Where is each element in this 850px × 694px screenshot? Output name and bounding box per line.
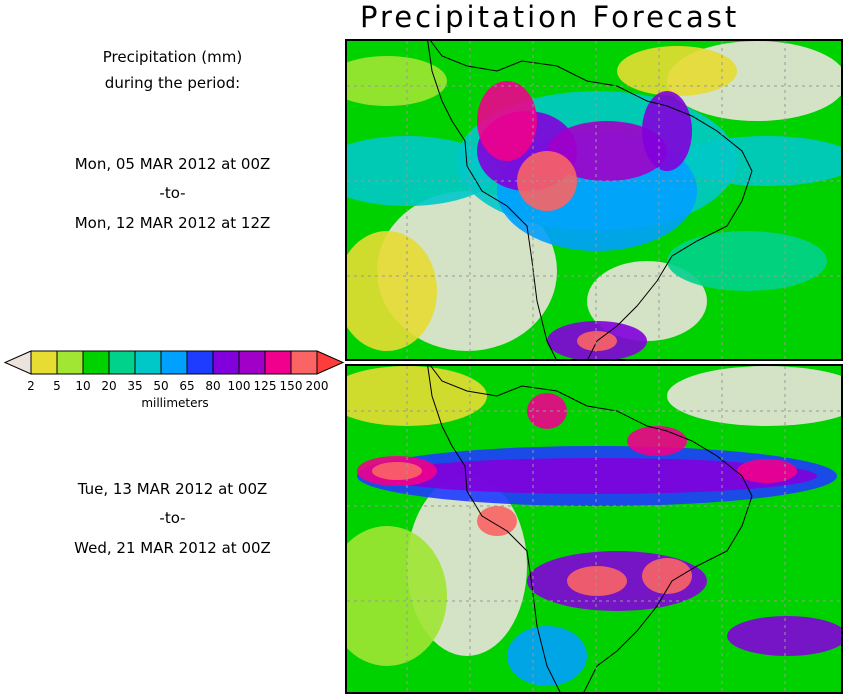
legend-swatch (56, 350, 84, 375)
legend-swatch (212, 350, 240, 375)
legend-above-arrow (316, 350, 345, 375)
precip-area (547, 121, 667, 181)
precip-area (567, 566, 627, 596)
header-line-2: during the period: (104, 74, 241, 92)
precip-area (667, 231, 827, 291)
precip-area (517, 151, 577, 211)
page-title: Precipitation Forecast (360, 0, 740, 34)
precip-area (347, 366, 487, 426)
precip-area (527, 393, 567, 429)
precip-area (727, 616, 841, 656)
legend-tick-label: 5 (53, 379, 61, 393)
legend-tick-label: 2 (27, 379, 35, 393)
legend-tick-label: 10 (75, 379, 90, 393)
precip-area (372, 462, 422, 480)
legend-swatch (264, 350, 292, 375)
precip-area (617, 46, 737, 96)
legend-swatch (108, 350, 136, 375)
precip-area (477, 506, 517, 536)
legend-swatch (82, 350, 110, 375)
legend-tick-label: 20 (101, 379, 116, 393)
legend-swatch (160, 350, 188, 375)
precip-area (377, 458, 817, 494)
legend-swatch (186, 350, 214, 375)
period2-sep: -to- (159, 509, 186, 527)
legend-swatch (238, 350, 266, 375)
legend-swatch (134, 350, 162, 375)
legend-tick-label: 50 (153, 379, 168, 393)
coastline (427, 366, 753, 692)
legend-tick-label: 65 (179, 379, 194, 393)
legend-tick-label: 200 (306, 379, 329, 393)
coastline (427, 41, 753, 359)
precip-area (587, 261, 707, 341)
legend-tick-label: 35 (127, 379, 142, 393)
legend-swatch (30, 350, 58, 375)
period2-start: Tue, 13 MAR 2012 at 00Z (77, 480, 268, 498)
period1-sep: -to- (159, 184, 186, 202)
precip-area (347, 56, 447, 106)
forecast-map-period-1 (345, 39, 843, 361)
precip-area (737, 459, 797, 483)
forecast-map-period-2 (345, 364, 843, 694)
precip-area (627, 426, 687, 456)
precip-area (347, 526, 447, 666)
precip-area (477, 81, 537, 161)
legend-swatch (290, 350, 318, 375)
period1-start: Mon, 05 MAR 2012 at 00Z (74, 155, 271, 173)
legend-below-arrow (3, 350, 32, 375)
precip-area (642, 91, 692, 171)
legend-tick-label: 100 (228, 379, 251, 393)
period2-end: Wed, 21 MAR 2012 at 00Z (74, 539, 271, 557)
legend-tick-label: 80 (205, 379, 220, 393)
header-line-1: Precipitation (mm) (102, 48, 243, 66)
precip-area (642, 558, 692, 594)
legend-unit-label: millimeters (141, 396, 208, 410)
precip-area (347, 231, 437, 351)
precip-area (507, 626, 587, 686)
legend-tick-label: 125 (254, 379, 277, 393)
period1-end: Mon, 12 MAR 2012 at 12Z (74, 214, 271, 232)
color-legend: 2 5 10 20 35 50 65 80 100 125 150 200 millimeters (3, 350, 345, 410)
legend-tick-label: 150 (280, 379, 303, 393)
